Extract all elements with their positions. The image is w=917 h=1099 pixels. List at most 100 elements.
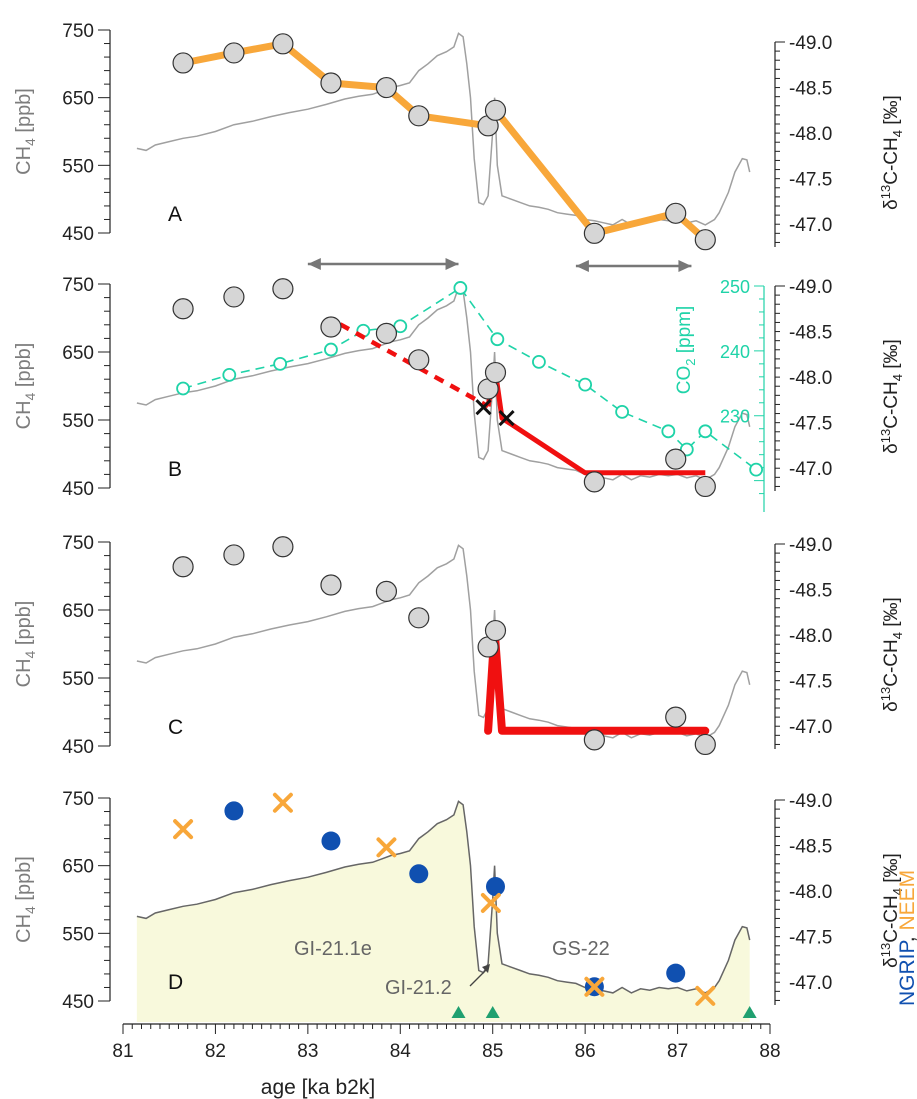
d13c-point (694, 733, 716, 756)
series-legend: NGRIP, NEEM (896, 870, 917, 1006)
ngrip-point (485, 877, 505, 897)
ch4-area-fill (136, 801, 750, 1022)
co2-point (222, 367, 237, 382)
arrow-head (678, 260, 692, 272)
ngrip-point (321, 831, 341, 851)
co2-axis-label: CO2 [ppm] (674, 306, 698, 395)
co2-point (578, 377, 593, 392)
co2-point (453, 281, 468, 295)
d13c-point (408, 105, 430, 127)
right-tick-label: -48.0 (789, 124, 832, 145)
right-tick-label: -48.0 (789, 626, 832, 647)
co2-point (532, 355, 546, 369)
co2-point (661, 424, 676, 439)
co2-point (749, 462, 764, 477)
left-tick-label: 650 (62, 89, 94, 110)
right-tick-label: -48.0 (789, 368, 832, 389)
d13c-point (694, 475, 716, 498)
panel-C: 450 550 650 750 CH4 [ppb] -49.0 -48.5 -48.0 -47.… (13, 533, 905, 758)
d13c-point (375, 76, 398, 99)
ch4-record-line (136, 286, 751, 481)
right-tick-label: -47.0 (789, 215, 832, 236)
panel-B: 450 550 650 750 CH4 [ppb] -49.0 -48.5 -48.0 -47.… (13, 258, 905, 512)
neem-point (376, 837, 397, 858)
x-axis: 81 82 83 84 85 86 87 88 (112, 1023, 781, 1062)
left-tick-label: 750 (62, 275, 94, 296)
x-tick-label: 87 (667, 1041, 688, 1062)
co2-point (615, 404, 630, 419)
left-tick-label: 450 (62, 737, 94, 758)
chart-panels: 450 550 650 750 CH4 [ppb] -49.0 -48.5 -48.0 -47.… (13, 21, 917, 1022)
d13c-point (272, 33, 294, 55)
d13c-point (172, 556, 194, 578)
d13c-point (223, 286, 245, 308)
right-axis-label: δ13C-CH4 [‰] (878, 597, 905, 712)
ch4-record-line (136, 800, 751, 994)
left-tick-label: 750 (62, 21, 94, 42)
d13c-point (223, 42, 245, 64)
neem-point (695, 985, 716, 1006)
model-line (484, 626, 710, 735)
left-tick-label: 650 (62, 601, 94, 622)
x-tick-label: 85 (482, 1041, 503, 1062)
period-arrows (307, 258, 692, 272)
cross-marker (498, 410, 515, 427)
label-gi-21-1e: GI-21.1e (294, 938, 372, 960)
co2-point (393, 319, 408, 334)
d13c-point (583, 471, 605, 493)
right-tick-label: -47.5 (789, 672, 832, 693)
right-tick-label: -49.0 (789, 33, 832, 54)
d13c-point (484, 361, 507, 384)
d13c-point (408, 349, 430, 371)
co2-line (182, 286, 757, 471)
d13c-point (484, 619, 507, 642)
gi-21-2-pointer (469, 967, 489, 987)
d13c-point (665, 706, 687, 728)
panel-D: 450 550 650 750 CH4 [ppb] -49.0 -48.5 -48.0 -47.… (13, 789, 917, 1022)
label-gs-22: GS-22 (552, 938, 610, 960)
d13c-point (408, 607, 430, 629)
left-axis-label: CH4 [ppb] (13, 88, 38, 175)
x-tick-label: 84 (390, 1041, 412, 1062)
co2-point (324, 342, 338, 357)
neem-point (584, 976, 605, 997)
x-tick-label: 86 (575, 1041, 596, 1062)
right-axis-label: δ13C-CH4 [‰] (878, 95, 905, 210)
co2-tick-label: 230 (720, 407, 750, 427)
right-tick-label: -47.5 (789, 170, 832, 191)
d13c-point (484, 99, 507, 121)
x-tick-label: 81 (112, 1041, 133, 1062)
right-axis-label: δ13C-CH4 [‰] (878, 339, 905, 454)
x-tick-label: 82 (205, 1041, 226, 1062)
d13c-point (172, 298, 194, 320)
x-tick-label: 88 (759, 1041, 780, 1062)
co2-point (176, 381, 190, 396)
x-tick-label: 83 (297, 1041, 318, 1062)
left-tick-label: 650 (62, 857, 94, 878)
ngrip-point (409, 864, 429, 884)
left-tick-label: 450 (62, 224, 94, 245)
right-tick-label: -48.5 (789, 837, 832, 858)
x-axis-label: age [ka b2k] (261, 1076, 375, 1099)
left-tick-label: 450 (62, 992, 94, 1013)
right-tick-label: -48.5 (789, 79, 832, 100)
ngrip-point (224, 801, 244, 821)
co2-point (490, 332, 505, 347)
d13c-point (320, 316, 342, 338)
d13c-point (375, 580, 398, 602)
right-axis-label: δ13C-CH4 [‰] (878, 853, 905, 968)
right-tick-label: -49.0 (789, 277, 832, 298)
left-tick-label: 750 (62, 533, 94, 554)
d13c-point (665, 448, 687, 470)
panel-label: D (168, 971, 183, 994)
gi-21-2-pointer-head (482, 964, 490, 973)
d13c-point (272, 536, 294, 558)
triangle-marker (485, 1006, 500, 1018)
panel-label: B (168, 458, 182, 481)
arrow-head (307, 258, 321, 270)
d13c-point (272, 278, 294, 300)
arrow-head (575, 260, 589, 272)
right-tick-label: -47.0 (789, 717, 832, 738)
triangle-marker (742, 1006, 757, 1018)
